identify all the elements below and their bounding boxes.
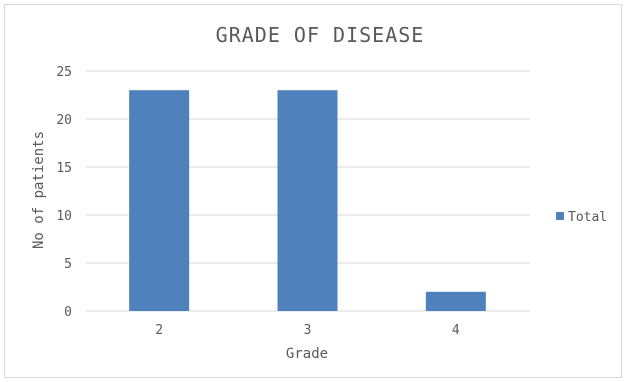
y-tick-label: 20 — [56, 113, 72, 128]
legend-swatch — [556, 212, 564, 220]
x-axis-ticks: 2 3 4 — [155, 323, 460, 338]
x-tick-label: 4 — [452, 323, 460, 338]
bar-grade-2 — [129, 90, 190, 311]
x-tick-label: 3 — [304, 323, 312, 338]
bar-grade-4 — [425, 291, 486, 311]
y-axis-ticks: 0 5 10 15 20 25 — [56, 65, 72, 320]
x-tick-label: 2 — [155, 323, 163, 338]
legend: Total — [556, 210, 607, 225]
y-tick-label: 0 — [64, 305, 72, 320]
y-tick-label: 15 — [56, 161, 72, 176]
bars — [129, 90, 486, 311]
y-tick-label: 25 — [56, 65, 72, 80]
legend-label: Total — [568, 210, 607, 225]
bar-grade-3 — [277, 90, 338, 311]
y-axis-title: No of patients — [31, 131, 47, 249]
x-axis-title: Grade — [286, 346, 328, 362]
y-tick-label: 5 — [64, 257, 72, 272]
y-tick-label: 10 — [56, 209, 72, 224]
chart-title: GRADE OF DISEASE — [216, 23, 425, 47]
